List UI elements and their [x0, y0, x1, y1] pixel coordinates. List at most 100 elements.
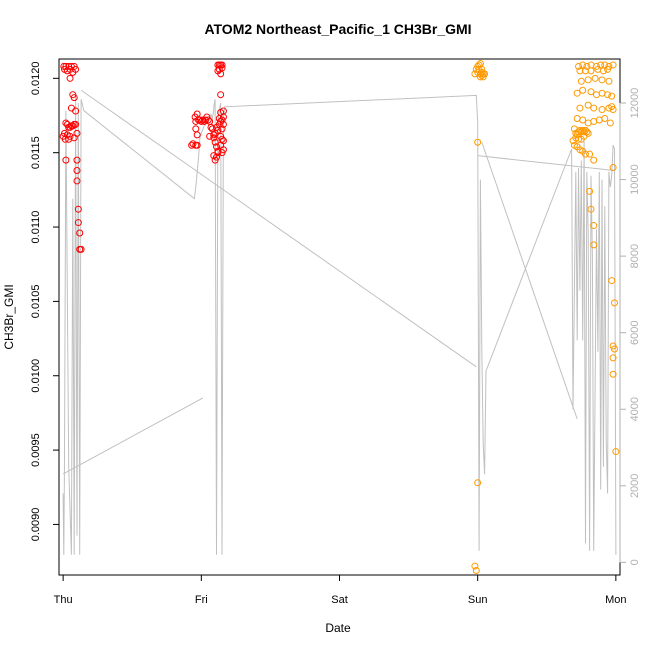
data-point — [608, 277, 616, 285]
data-point — [605, 77, 613, 85]
y-axis-left: 0.0090 0.0095 0.0100 0.0105 0.0110 0.0115 0.01… — [30, 62, 60, 542]
y2-tick-label: 0 — [629, 559, 641, 565]
y-axis-right: 0 2000 4000 6000 8000 10000 12000 — [619, 88, 641, 565]
data-point — [218, 64, 226, 72]
data-point — [474, 479, 482, 487]
data-point — [206, 132, 214, 140]
data-point — [197, 117, 205, 125]
data-point — [73, 156, 81, 164]
data-point — [476, 73, 484, 81]
y-axis-label: CH3Br_GMI — [2, 284, 16, 349]
data-point — [67, 104, 75, 112]
y-tick-label: 0.0110 — [30, 211, 42, 244]
data-point — [606, 119, 614, 127]
altitude-line-layer — [62, 94, 617, 555]
y2-tick-label: 12000 — [629, 88, 641, 119]
data-point — [590, 156, 598, 164]
data-point — [584, 76, 592, 84]
data-point — [586, 150, 594, 158]
data-point — [189, 140, 197, 148]
data-point — [213, 153, 221, 161]
data-point — [576, 104, 584, 112]
data-point — [590, 222, 598, 230]
data-point — [579, 86, 587, 94]
data-point — [577, 77, 585, 85]
data-point — [609, 61, 617, 69]
x-axis: Thu Fri Sat Sun Mon — [54, 574, 627, 606]
data-point — [72, 120, 80, 128]
data-point — [569, 137, 577, 145]
y-tick-label: 0.0100 — [30, 359, 42, 393]
data-point — [587, 67, 595, 75]
data-point — [73, 177, 81, 185]
x-tick-label: Mon — [605, 594, 626, 606]
y-tick-label: 0.0120 — [30, 62, 42, 96]
data-point — [591, 74, 599, 82]
data-point — [601, 114, 609, 122]
data-point — [214, 149, 222, 157]
trend-line — [62, 397, 203, 475]
plot-frame — [58, 58, 621, 576]
data-point — [73, 129, 81, 137]
data-point — [573, 89, 581, 97]
data-point — [608, 92, 616, 100]
y2-tick-label: 6000 — [629, 320, 641, 344]
data-point — [610, 299, 618, 307]
data-point — [204, 116, 212, 124]
data-point — [66, 74, 74, 82]
data-point — [604, 65, 612, 73]
y-tick-label: 0.0090 — [30, 508, 42, 542]
x-tick-label: Fri — [195, 594, 208, 606]
data-point — [609, 106, 617, 114]
trend-line — [481, 142, 578, 420]
data-point — [583, 62, 591, 70]
y2-tick-label: 10000 — [629, 164, 641, 195]
data-point — [219, 120, 227, 128]
data-point — [604, 91, 612, 99]
data-point — [579, 61, 587, 69]
data-point — [478, 68, 486, 76]
data-point — [575, 62, 583, 70]
y2-tick-label: 8000 — [629, 244, 641, 268]
data-point — [471, 562, 479, 570]
data-point — [193, 131, 201, 139]
data-point — [610, 345, 618, 353]
data-point — [73, 167, 81, 175]
data-point — [217, 141, 225, 149]
data-point — [612, 448, 620, 456]
data-point — [72, 65, 80, 73]
chart-title: ATOM2 Northeast_Pacific_1 CH3Br_GMI — [204, 21, 471, 37]
data-point — [587, 88, 595, 96]
data-point — [74, 205, 82, 213]
data-point — [580, 128, 588, 136]
data-point — [598, 76, 606, 84]
data-point — [584, 101, 592, 109]
data-point — [587, 205, 595, 213]
data-point — [211, 138, 219, 146]
x-tick-label: Thu — [54, 594, 73, 606]
data-point — [590, 241, 598, 249]
data-point — [579, 116, 587, 124]
altitude-line — [62, 94, 617, 555]
data-point — [475, 61, 483, 69]
data-point — [77, 245, 85, 253]
data-point — [70, 94, 78, 102]
data-point — [590, 104, 598, 112]
data-point — [210, 131, 218, 139]
data-point — [66, 132, 74, 140]
data-point — [70, 134, 78, 142]
data-point — [586, 187, 594, 195]
y2-tick-label: 4000 — [629, 397, 641, 421]
data-point — [474, 138, 482, 146]
data-point — [609, 164, 617, 172]
data-point — [72, 107, 80, 115]
data-point — [217, 91, 225, 99]
x-tick-label: Sat — [331, 594, 348, 606]
y2-tick-label: 2000 — [629, 474, 641, 498]
y-tick-label: 0.0115 — [30, 136, 42, 169]
data-point — [60, 62, 68, 70]
data-point — [74, 219, 82, 227]
trend-line — [477, 155, 615, 172]
data-point — [581, 150, 589, 158]
